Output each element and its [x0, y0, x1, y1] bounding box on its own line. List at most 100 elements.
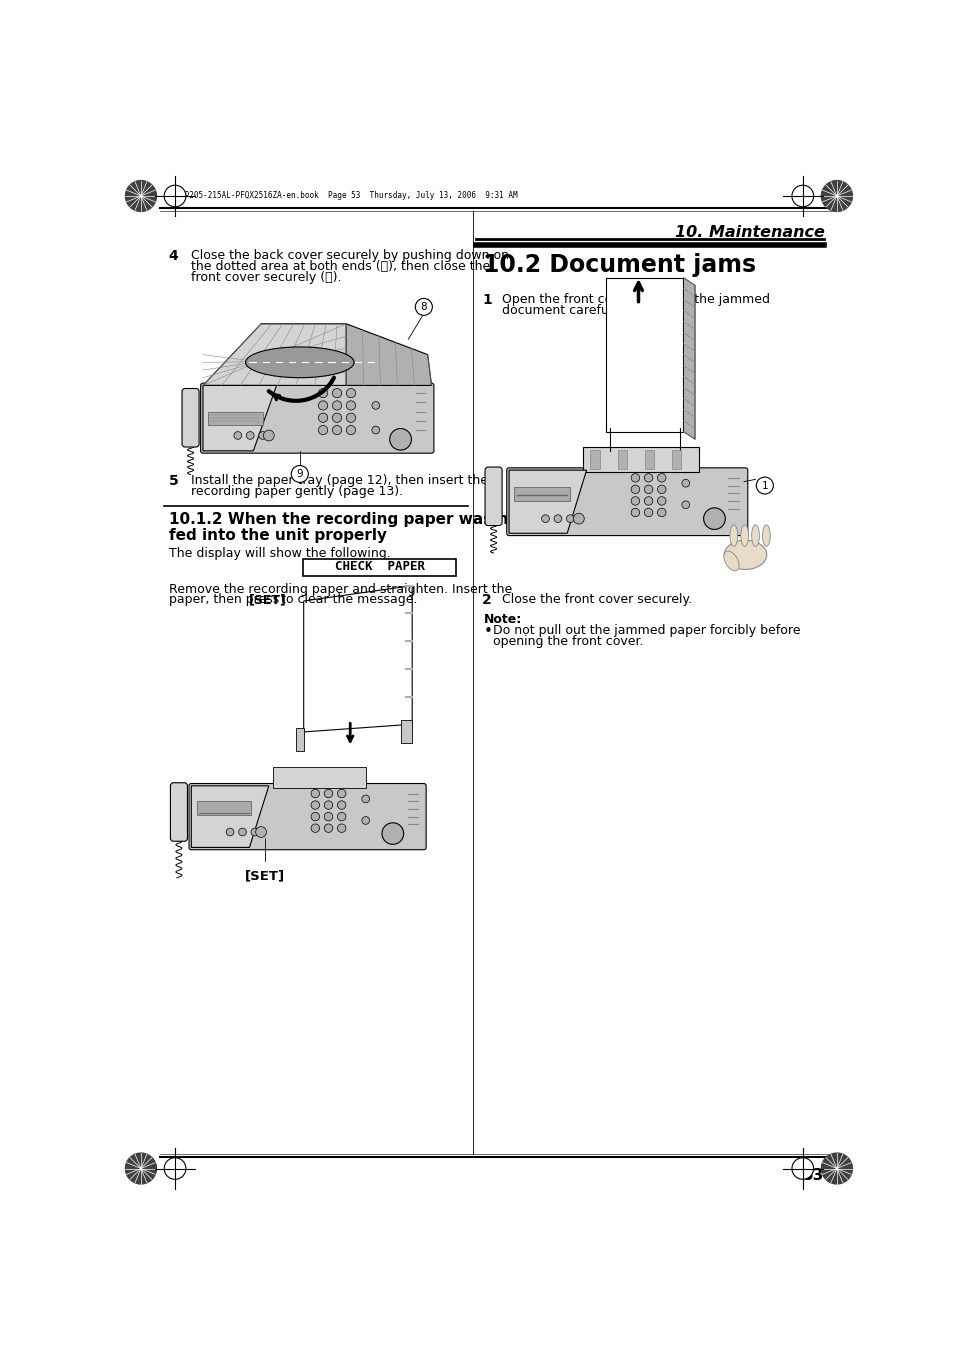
- Polygon shape: [346, 324, 431, 385]
- Circle shape: [791, 185, 813, 207]
- Circle shape: [318, 389, 328, 397]
- Circle shape: [311, 801, 319, 809]
- Circle shape: [324, 824, 333, 832]
- Circle shape: [233, 431, 241, 439]
- Bar: [514, 488, 570, 501]
- Text: document carefully (①).: document carefully (①).: [501, 304, 652, 316]
- Ellipse shape: [723, 540, 766, 570]
- Text: 1: 1: [481, 293, 491, 307]
- Circle shape: [756, 477, 773, 494]
- Ellipse shape: [761, 524, 769, 546]
- Circle shape: [346, 426, 355, 435]
- FancyBboxPatch shape: [182, 389, 199, 447]
- Polygon shape: [682, 277, 695, 439]
- Circle shape: [258, 431, 266, 439]
- Polygon shape: [821, 181, 852, 211]
- Text: [SET]: [SET]: [249, 593, 286, 607]
- Polygon shape: [203, 324, 346, 385]
- Text: paper, then press: paper, then press: [169, 593, 283, 607]
- Ellipse shape: [723, 551, 739, 571]
- Bar: [273, 766, 365, 788]
- Text: opening the front cover.: opening the front cover.: [493, 635, 642, 648]
- Circle shape: [318, 413, 328, 423]
- Bar: [208, 412, 262, 424]
- Circle shape: [263, 430, 274, 440]
- FancyBboxPatch shape: [189, 784, 426, 850]
- Circle shape: [657, 474, 665, 482]
- Circle shape: [324, 801, 333, 809]
- Text: Close the front cover securely.: Close the front cover securely.: [501, 593, 692, 607]
- Text: 10.2 Document jams: 10.2 Document jams: [483, 253, 756, 277]
- Circle shape: [332, 426, 341, 435]
- FancyBboxPatch shape: [200, 384, 434, 453]
- Bar: [605, 277, 682, 431]
- Ellipse shape: [245, 347, 354, 378]
- Circle shape: [657, 485, 665, 493]
- Circle shape: [337, 801, 346, 809]
- Polygon shape: [126, 181, 156, 211]
- Text: recording paper gently (page 13).: recording paper gently (page 13).: [191, 485, 402, 497]
- Text: 4: 4: [169, 249, 178, 263]
- Bar: [644, 450, 654, 469]
- Circle shape: [566, 515, 574, 523]
- Text: The display will show the following.: The display will show the following.: [169, 547, 390, 561]
- Text: Install the paper tray (page 12), then insert the: Install the paper tray (page 12), then i…: [191, 474, 487, 486]
- Polygon shape: [400, 720, 412, 743]
- Text: FP205-215AL-PFQX2516ZA-en.book  Page 53  Thursday, July 13, 2006  9:31 AM: FP205-215AL-PFQX2516ZA-en.book Page 53 T…: [179, 192, 517, 200]
- Circle shape: [291, 466, 308, 482]
- Circle shape: [631, 497, 639, 505]
- Circle shape: [318, 426, 328, 435]
- Circle shape: [631, 508, 639, 516]
- Circle shape: [361, 816, 369, 824]
- Circle shape: [631, 485, 639, 493]
- Bar: [617, 450, 626, 469]
- Polygon shape: [295, 728, 303, 751]
- Circle shape: [164, 185, 186, 207]
- FancyBboxPatch shape: [506, 467, 747, 535]
- FancyBboxPatch shape: [171, 782, 187, 842]
- Text: 53: 53: [802, 1169, 823, 1183]
- Circle shape: [573, 513, 583, 524]
- Circle shape: [703, 508, 724, 530]
- Bar: [671, 450, 680, 469]
- Text: 9: 9: [296, 469, 303, 480]
- Text: 10. Maintenance: 10. Maintenance: [674, 224, 823, 239]
- Text: 5: 5: [169, 474, 178, 488]
- Circle shape: [643, 497, 652, 505]
- Polygon shape: [821, 1154, 852, 1183]
- Circle shape: [541, 515, 549, 523]
- Circle shape: [390, 428, 411, 450]
- Text: to clear the message.: to clear the message.: [277, 593, 417, 607]
- Circle shape: [381, 823, 403, 844]
- Circle shape: [332, 413, 341, 423]
- Circle shape: [554, 515, 561, 523]
- Circle shape: [631, 474, 639, 482]
- Text: 2: 2: [481, 593, 491, 608]
- Bar: [590, 450, 599, 469]
- Circle shape: [681, 480, 689, 488]
- Text: fed into the unit properly: fed into the unit properly: [169, 528, 387, 543]
- Circle shape: [324, 812, 333, 821]
- Bar: [196, 801, 251, 815]
- Circle shape: [337, 812, 346, 821]
- Text: the dotted area at both ends (ⓧ), then close the: the dotted area at both ends (ⓧ), then c…: [191, 259, 489, 273]
- Circle shape: [791, 1158, 813, 1179]
- Circle shape: [643, 474, 652, 482]
- Text: CHECK  PAPER: CHECK PAPER: [335, 561, 424, 573]
- Text: Open the front cover. Remove the jammed: Open the front cover. Remove the jammed: [501, 293, 769, 307]
- Circle shape: [657, 497, 665, 505]
- Ellipse shape: [751, 524, 759, 546]
- Text: [SET]: [SET]: [245, 869, 285, 882]
- Circle shape: [311, 812, 319, 821]
- Circle shape: [246, 431, 253, 439]
- Circle shape: [643, 508, 652, 516]
- Text: Remove the recording paper and straighten. Insert the: Remove the recording paper and straighte…: [169, 582, 512, 596]
- Ellipse shape: [729, 524, 737, 546]
- Circle shape: [332, 389, 341, 397]
- Circle shape: [324, 789, 333, 797]
- Text: Note:: Note:: [483, 613, 521, 627]
- Ellipse shape: [740, 524, 748, 546]
- Circle shape: [372, 401, 379, 409]
- Polygon shape: [509, 470, 586, 534]
- Circle shape: [372, 426, 379, 434]
